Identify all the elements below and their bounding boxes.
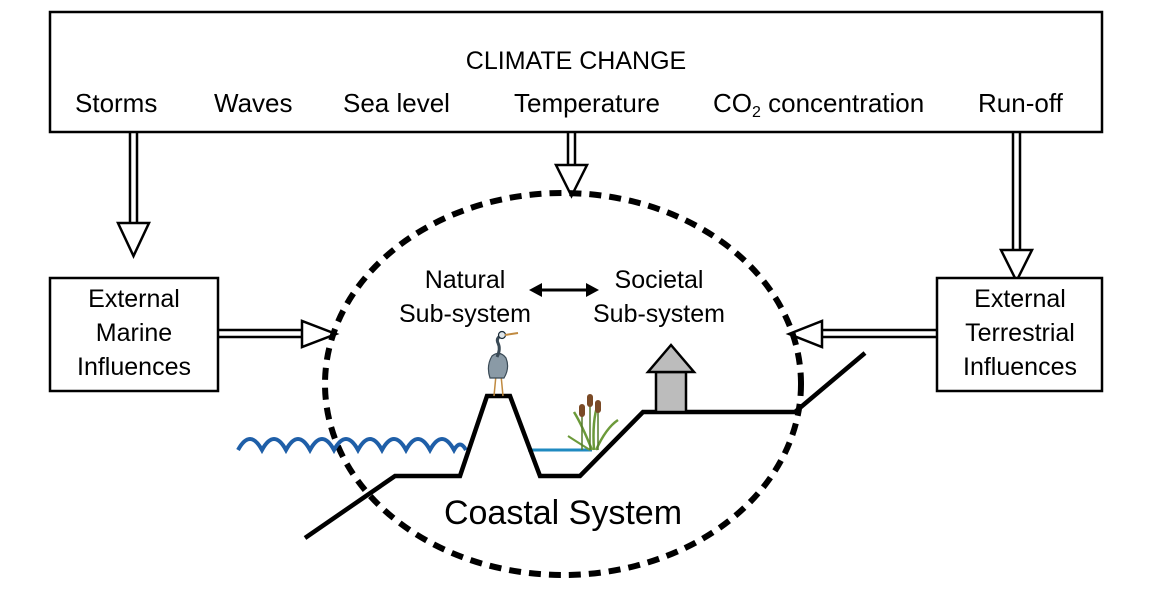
driver-temperature: Temperature bbox=[514, 88, 660, 118]
reed-icon bbox=[567, 394, 619, 451]
societal-subsystem-line2: Sub-system bbox=[593, 300, 725, 328]
arrow-climate-to-coastal bbox=[553, 132, 590, 199]
arrow-climate-to-marine bbox=[116, 132, 151, 259]
terrestrial-label-line3: Influences bbox=[963, 353, 1077, 381]
terrestrial-influences-box bbox=[935, 276, 1104, 393]
coastal-system-label: Coastal System bbox=[443, 494, 683, 532]
arrow-terrestrial-to-coastal bbox=[785, 319, 937, 349]
driver-storms: Storms bbox=[75, 88, 158, 118]
driver-co2-concentration: CO2 concentration bbox=[713, 88, 925, 121]
heron-icon bbox=[487, 330, 519, 397]
marine-label-line1: External bbox=[88, 285, 180, 313]
interaction-arrow bbox=[529, 283, 599, 297]
societal-subsystem-line1: Societal bbox=[614, 266, 704, 294]
arrow-climate-to-terrestrial bbox=[998, 132, 1035, 284]
driver-waves: Waves bbox=[214, 88, 293, 118]
natural-subsystem-line2: Sub-system bbox=[399, 300, 531, 328]
natural-subsystem-line1: Natural bbox=[424, 266, 506, 294]
marine-influences-box bbox=[48, 276, 220, 393]
coastal-profile bbox=[303, 351, 867, 540]
sea-waves bbox=[236, 437, 468, 455]
climate-change-box bbox=[48, 10, 1104, 134]
driver-sea-level: Sea level bbox=[343, 88, 450, 118]
arrow-marine-to-coastal bbox=[218, 319, 340, 349]
terrestrial-label-line1: External bbox=[974, 285, 1066, 313]
coastal-system-boundary bbox=[322, 190, 804, 578]
marine-label-line3: Influences bbox=[77, 353, 191, 381]
terrestrial-label-line2: Terrestrial bbox=[965, 319, 1075, 347]
climate-change-title: CLIMATE CHANGE bbox=[465, 47, 687, 75]
marine-label-line2: Marine bbox=[95, 319, 173, 347]
driver-runoff: Run-off bbox=[978, 88, 1063, 118]
house-icon bbox=[645, 343, 697, 414]
